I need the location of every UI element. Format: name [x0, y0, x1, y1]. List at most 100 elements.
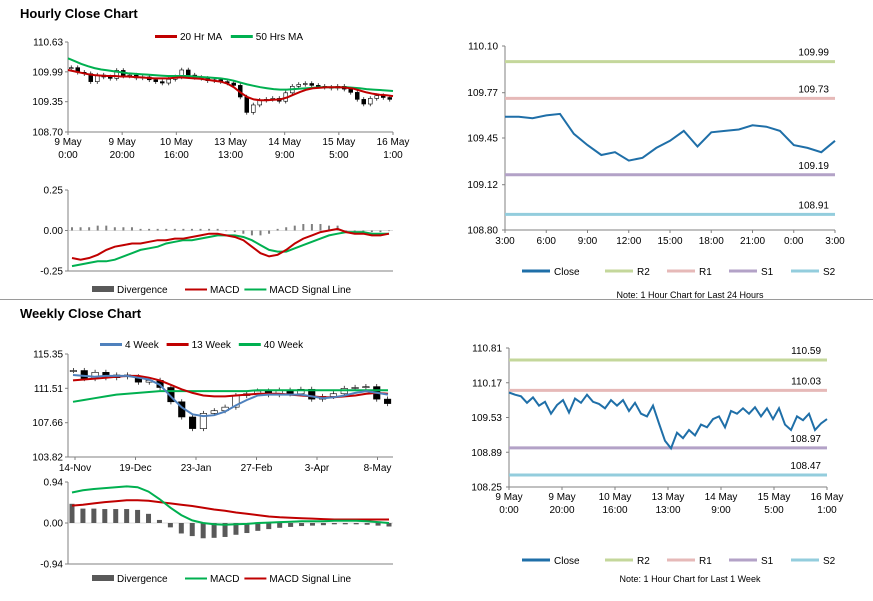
candle-body — [210, 410, 218, 414]
candle-body — [296, 84, 301, 87]
divergence-bar — [182, 228, 185, 231]
divergence-bar — [331, 523, 337, 525]
x-tick-label: 16:00 — [602, 505, 627, 516]
divergence-bar — [96, 225, 99, 231]
ma20-series-line — [67, 69, 394, 102]
candle-body — [186, 69, 191, 76]
y-tick-label: 109.77 — [467, 88, 498, 99]
x-tick-label: 20:00 — [110, 150, 135, 161]
y-tick-label: -0.25 — [40, 267, 63, 278]
divergence-bar — [345, 230, 348, 232]
candle-body — [302, 83, 308, 85]
close-series-line — [508, 391, 828, 451]
y-tick-label: 0.00 — [44, 519, 64, 530]
x-tick-label: 0:00 — [58, 150, 78, 161]
legend-label: Divergence — [117, 285, 168, 296]
divergence-bar — [285, 227, 288, 231]
weekly-price-chart: 4 Week 13 Week 40 Week 115.35 111.51 107.66 10… — [32, 340, 393, 474]
divergence-bar — [105, 225, 108, 231]
x-tick-label: 15 May — [758, 492, 791, 503]
divergence-bar — [375, 523, 381, 526]
divergence-bar — [130, 227, 133, 231]
x-tick-label: 1:00 — [817, 505, 837, 516]
x-tick-label: 10 May — [160, 137, 193, 148]
y-tick-label: 109.99 — [32, 67, 63, 78]
hourly-section-title: Hourly Close Chart — [20, 6, 138, 21]
divergence-bar — [69, 503, 75, 523]
candle-body — [69, 370, 77, 372]
x-tick-label: 9 May — [548, 492, 575, 503]
macd-line — [71, 227, 390, 261]
y-tick-label: 0.00 — [44, 226, 64, 237]
y-tick-label: 107.66 — [32, 418, 63, 429]
hourly-price-chart: 20 Hr MA 50 Hrs MA 110.63 109.99 109.35 108.7… — [32, 32, 410, 161]
legend-label: MACD Signal Line — [269, 574, 351, 585]
x-tick-label: 9:00 — [711, 505, 731, 516]
x-tick-label: 9:00 — [578, 236, 598, 247]
divergence-bar — [268, 230, 271, 234]
level-label-s2: 108.91 — [798, 200, 829, 211]
candle-body — [354, 92, 360, 100]
x-tick-label: 16 May — [377, 137, 410, 148]
close-series-line — [505, 112, 836, 162]
candle-body — [251, 104, 256, 113]
divergence-bar — [277, 523, 283, 528]
chart-note: Note: 1 Hour Chart for Last 1 Week — [620, 574, 761, 584]
y-tick-label: 109.35 — [32, 97, 63, 108]
divergence-bar — [156, 228, 159, 231]
x-tick-label: 10 May — [599, 492, 632, 503]
candle-body — [387, 97, 392, 100]
legend-swatch — [92, 575, 114, 581]
candle-body — [362, 386, 370, 388]
x-tick-label: 9 May — [495, 492, 522, 503]
legend-label: S2 — [823, 556, 836, 567]
divergence-bar — [293, 225, 296, 231]
x-tick-label: 21:00 — [740, 236, 765, 247]
candle-body — [160, 81, 165, 84]
level-label-r1: 109.73 — [798, 84, 829, 95]
legend-label: 50 Hrs MA — [256, 32, 304, 43]
candle-body — [367, 98, 373, 105]
ma4-series-line — [72, 374, 389, 418]
candle-body — [80, 370, 88, 379]
divergence-bar — [310, 224, 313, 231]
divergence-bar — [299, 523, 305, 527]
x-tick-label: 1:00 — [383, 150, 403, 161]
divergence-bar — [342, 523, 348, 525]
x-tick-label: 0:00 — [784, 236, 804, 247]
divergence-bar — [225, 230, 228, 232]
candle-body — [374, 95, 379, 99]
divergence-bar — [189, 523, 195, 537]
x-tick-label: 0:00 — [499, 505, 519, 516]
x-tick-label: 5:00 — [764, 505, 784, 516]
candle-body — [351, 387, 359, 389]
divergence-bar — [250, 230, 253, 236]
legend-label: R1 — [699, 267, 712, 278]
x-tick-label: 15:00 — [657, 236, 682, 247]
y-tick-label: 108.70 — [32, 128, 63, 139]
candle-body — [361, 99, 366, 105]
y-tick-label: 108.89 — [471, 448, 502, 459]
legend-label: Divergence — [117, 574, 168, 585]
legend-label: R1 — [699, 556, 712, 567]
y-tick-label: 110.63 — [33, 38, 63, 49]
divergence-bar — [370, 230, 373, 233]
legend-label: S1 — [761, 267, 774, 278]
candle-body — [309, 83, 314, 86]
legend-label: 13 Week — [192, 340, 232, 351]
divergence-bar — [255, 523, 261, 531]
legend-label: S2 — [823, 267, 836, 278]
divergence-bar — [386, 523, 392, 527]
divergence-bar — [259, 230, 262, 236]
x-tick-label: 9:00 — [275, 150, 295, 161]
y-tick-label: 109.45 — [467, 134, 498, 145]
divergence-bar — [122, 227, 125, 231]
divergence-bar — [309, 523, 315, 526]
divergence-bar — [165, 228, 168, 231]
x-tick-label: 27-Feb — [241, 463, 273, 474]
legend-swatch — [92, 286, 114, 292]
candle-body — [199, 413, 207, 429]
legend-label: R2 — [637, 556, 650, 567]
y-tick-label: -0.94 — [40, 560, 63, 571]
